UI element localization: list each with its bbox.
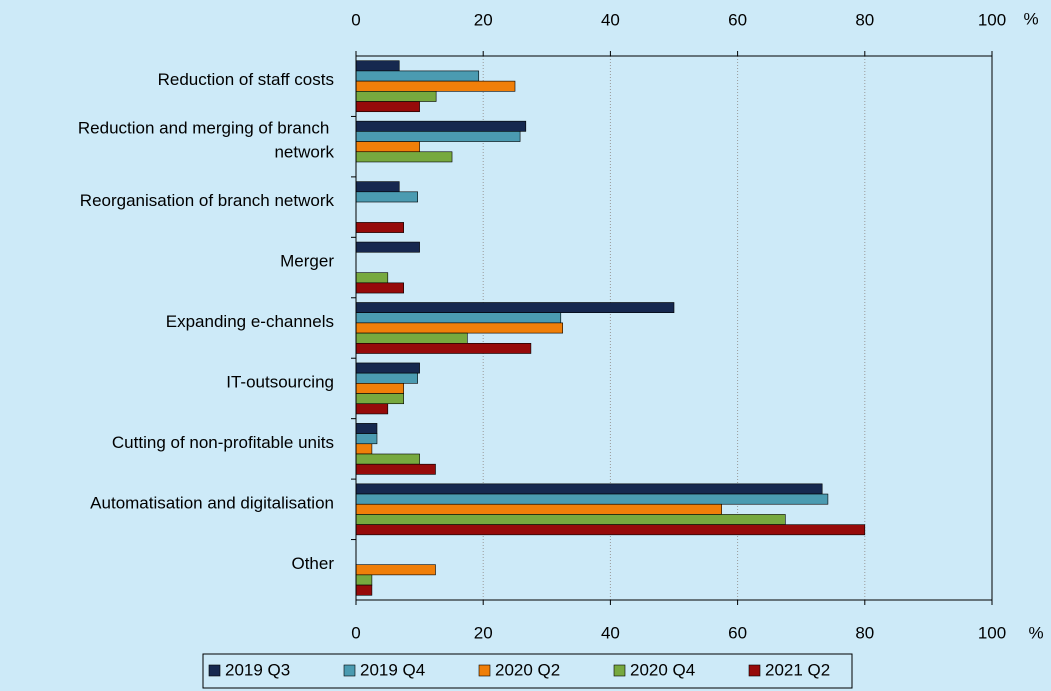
y-tick-label: Reduction and merging of branch network: [78, 119, 335, 162]
y-tick-label: Reduction of staff costs: [158, 71, 334, 90]
bar: [355, 302, 675, 313]
x-tick-label-top: 100: [978, 10, 1006, 29]
bar: [355, 514, 786, 525]
bar: [355, 362, 420, 374]
bar: [355, 282, 405, 294]
y-tick-label: Automatisation and digitalisation: [90, 494, 334, 513]
x-tick-label-top: 0: [351, 10, 360, 29]
bar: [355, 564, 436, 576]
y-tick-label: IT-outsourcing: [226, 373, 334, 392]
bar: [355, 141, 420, 153]
legend-label: 2019 Q3: [225, 660, 290, 679]
bar: [355, 342, 532, 354]
y-tick-label: Other: [291, 554, 334, 573]
bar: [355, 332, 468, 344]
bar: [355, 181, 400, 193]
bar: [355, 463, 436, 475]
x-tick-label-bottom: 20: [474, 623, 493, 642]
bar: [355, 584, 373, 596]
bar: [355, 272, 389, 284]
bar: [355, 120, 527, 132]
legend-label: 2021 Q2: [765, 660, 830, 679]
y-tick-label: Cutting of non-profitable units: [112, 433, 334, 452]
bar: [355, 372, 418, 384]
axis-unit-top: %: [1023, 9, 1038, 28]
legend-swatch: [613, 664, 626, 677]
bar: [355, 383, 405, 394]
legend-label: 2019 Q4: [360, 660, 425, 679]
bar: [355, 80, 516, 92]
bar: [355, 483, 823, 495]
bar: [355, 191, 418, 203]
x-tick-label-bottom: 80: [855, 623, 874, 642]
bar: [355, 493, 829, 505]
x-tick-label-bottom: 0: [351, 623, 360, 642]
y-tick-label: Expanding e-channels: [166, 312, 334, 331]
axis-unit-bottom: %: [1028, 623, 1043, 642]
legend-swatch: [343, 664, 356, 677]
y-tick-label: Merger: [280, 252, 334, 271]
bar: [355, 222, 405, 233]
x-tick-label-top: 40: [601, 10, 620, 29]
bar: [355, 101, 420, 113]
bar: [355, 70, 480, 82]
bar: [355, 312, 562, 324]
plot-frame: [355, 55, 993, 601]
x-tick-label-bottom: 60: [728, 623, 747, 642]
bar: [355, 151, 453, 163]
bar: [355, 91, 437, 102]
bar: [355, 503, 723, 515]
bar: [355, 393, 405, 405]
x-tick-label-bottom: 100: [978, 623, 1006, 642]
legend-label: 2020 Q4: [630, 660, 695, 679]
bar: [355, 453, 420, 465]
bar: [355, 524, 866, 536]
bar: [355, 131, 521, 142]
bar: [355, 443, 373, 455]
bar: [355, 241, 420, 253]
bar: [355, 423, 378, 434]
bar: [355, 322, 563, 334]
y-tick-label: Reorganisation of branch network: [80, 192, 335, 211]
x-tick-label-bottom: 40: [601, 623, 620, 642]
bar: [355, 60, 400, 72]
legend-swatch: [748, 664, 761, 677]
x-tick-label-top: 20: [474, 10, 493, 29]
x-tick-label-top: 60: [728, 10, 747, 29]
legend-label: 2020 Q2: [495, 660, 560, 679]
legend-box: [202, 653, 853, 689]
legend-swatch: [478, 664, 491, 677]
bar: [355, 574, 373, 586]
legend-swatch: [208, 664, 221, 677]
bar: [355, 433, 378, 445]
bar: [355, 403, 389, 415]
x-tick-label-top: 80: [855, 10, 874, 29]
